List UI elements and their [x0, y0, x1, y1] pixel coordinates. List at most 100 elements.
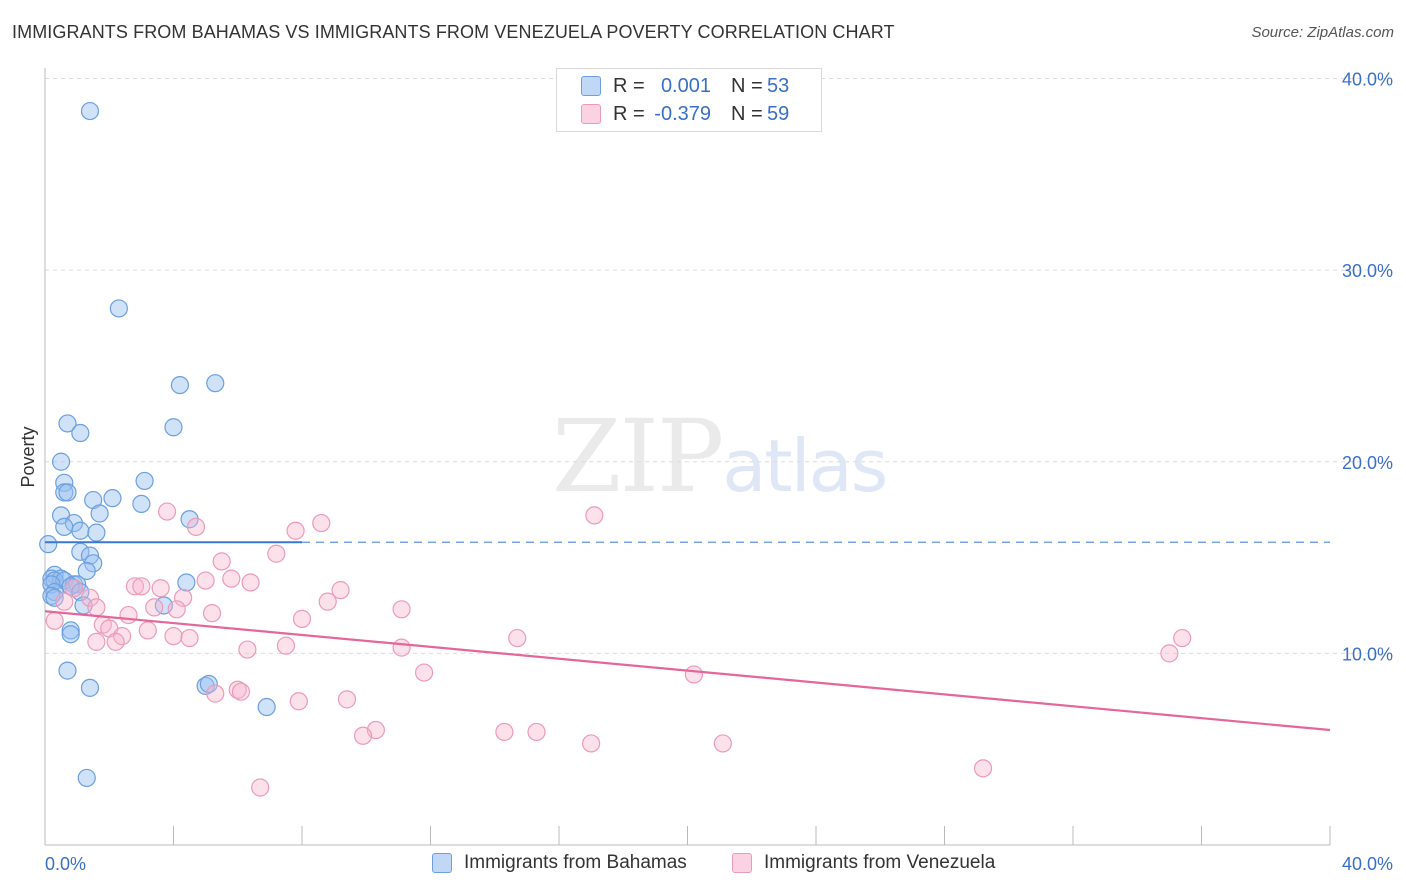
- point-bahamas: [80, 678, 100, 697]
- point-bahamas: [80, 101, 100, 121]
- point-bahamas: [77, 768, 96, 788]
- point-venezuela: [585, 506, 604, 525]
- point-bahamas: [257, 697, 276, 717]
- point-venezuela: [212, 552, 231, 571]
- point-bahamas: [77, 561, 96, 581]
- x-tick-label: 40.0%: [1342, 854, 1393, 874]
- point-venezuela: [267, 544, 286, 563]
- point-venezuela: [527, 722, 546, 742]
- bottom-legend-bahamas: Immigrants from Bahamas: [432, 852, 687, 874]
- point-venezuela: [202, 604, 222, 623]
- bottom-legend-label-venezuela: Immigrants from Venezuela: [764, 852, 996, 873]
- point-bahamas: [61, 577, 80, 596]
- point-venezuela: [312, 513, 331, 533]
- point-venezuela: [331, 581, 350, 600]
- point-venezuela: [1160, 644, 1179, 663]
- point-venezuela: [87, 598, 106, 617]
- point-venezuela: [64, 579, 84, 598]
- point-venezuela: [132, 577, 151, 596]
- point-venezuela: [55, 592, 74, 611]
- legend-r-value: 0.001: [660, 74, 711, 97]
- legend-r-label: R =: [613, 102, 645, 125]
- point-venezuela: [286, 521, 305, 540]
- point-bahamas: [55, 517, 74, 537]
- point-bahamas: [87, 523, 106, 542]
- point-bahamas: [206, 374, 225, 393]
- point-venezuela: [251, 778, 270, 797]
- point-bahamas: [196, 676, 215, 696]
- point-venezuela: [713, 734, 732, 753]
- grid-layer: [45, 78, 1392, 654]
- legend-r-value: -0.379: [654, 102, 711, 125]
- legend-row-venezuela: R = -0.379 N = 59: [581, 102, 789, 126]
- point-venezuela: [222, 569, 241, 588]
- bottom-legend-swatch-venezuela: [732, 853, 752, 873]
- point-bahamas: [103, 489, 122, 508]
- axis-layer: [44, 68, 1331, 846]
- point-venezuela: [119, 605, 138, 625]
- point-venezuela: [973, 759, 993, 778]
- point-bahamas: [61, 625, 80, 644]
- legend-row-bahamas: R = 0.001 N = 53: [581, 74, 789, 98]
- y-axis-title: Poverty: [18, 426, 38, 487]
- point-venezuela: [289, 692, 308, 711]
- point-venezuela: [157, 502, 177, 521]
- point-bahamas: [45, 588, 64, 607]
- point-venezuela: [174, 588, 193, 607]
- point-bahamas: [58, 483, 77, 502]
- point-venezuela: [87, 632, 106, 651]
- point-venezuela: [392, 638, 411, 657]
- point-bahamas: [51, 452, 71, 471]
- series-venezuela-points: [45, 502, 1192, 797]
- point-bahamas: [199, 674, 218, 694]
- point-venezuela: [196, 571, 215, 590]
- point-bahamas: [61, 621, 80, 640]
- legend-n-value: 53: [767, 74, 790, 97]
- point-venezuela: [392, 600, 411, 619]
- point-venezuela: [231, 682, 251, 701]
- watermark-atlas: atlas: [722, 424, 888, 508]
- point-venezuela: [276, 636, 296, 655]
- point-bahamas: [170, 376, 190, 395]
- watermark: ZIPatlas: [552, 398, 888, 515]
- legend-n-label: N =: [731, 74, 763, 97]
- bottom-legend-venezuela: Immigrants from Venezuela: [732, 852, 995, 874]
- point-venezuela: [228, 680, 247, 699]
- point-bahamas: [71, 542, 90, 561]
- point-venezuela: [495, 722, 514, 742]
- point-bahamas: [58, 661, 77, 680]
- point-bahamas: [90, 504, 109, 523]
- label-layer: 10.0% 20.0% 30.0% 40.0% 0.0% 40.0% Poverty: [18, 70, 1393, 875]
- y-tick-label: 40.0%: [1342, 70, 1393, 90]
- point-venezuela: [582, 734, 601, 753]
- point-venezuela: [167, 600, 186, 619]
- point-bahamas: [135, 471, 154, 491]
- point-venezuela: [414, 663, 434, 682]
- point-bahamas: [71, 423, 90, 443]
- point-venezuela: [206, 684, 225, 703]
- point-bahamas: [132, 494, 151, 514]
- chart-title: IMMIGRANTS FROM BAHAMAS VS IMMIGRANTS FR…: [12, 22, 895, 42]
- point-bahamas: [164, 418, 183, 437]
- point-venezuela: [145, 598, 164, 617]
- correlation-legend: R = 0.001 N = 53 R = -0.379 N = 59: [556, 68, 822, 132]
- point-venezuela: [1173, 628, 1192, 648]
- y-tick-label: 20.0%: [1342, 453, 1393, 473]
- x-tick-label: 0.0%: [45, 854, 86, 874]
- point-bahamas: [71, 521, 90, 540]
- legend-swatch-venezuela: [581, 104, 601, 124]
- point-venezuela: [508, 628, 527, 648]
- point-bahamas: [39, 535, 58, 554]
- point-bahamas: [177, 573, 196, 592]
- watermark-zip: ZIP: [552, 398, 724, 515]
- trend-layer: [44, 541, 1331, 732]
- point-venezuela: [106, 632, 125, 651]
- point-venezuela: [80, 588, 100, 607]
- y-tick-label: 10.0%: [1342, 644, 1393, 664]
- legend-n-value: 59: [767, 102, 790, 125]
- point-venezuela: [164, 627, 183, 646]
- point-venezuela: [138, 621, 157, 640]
- point-venezuela: [241, 573, 260, 592]
- point-venezuela: [238, 640, 257, 659]
